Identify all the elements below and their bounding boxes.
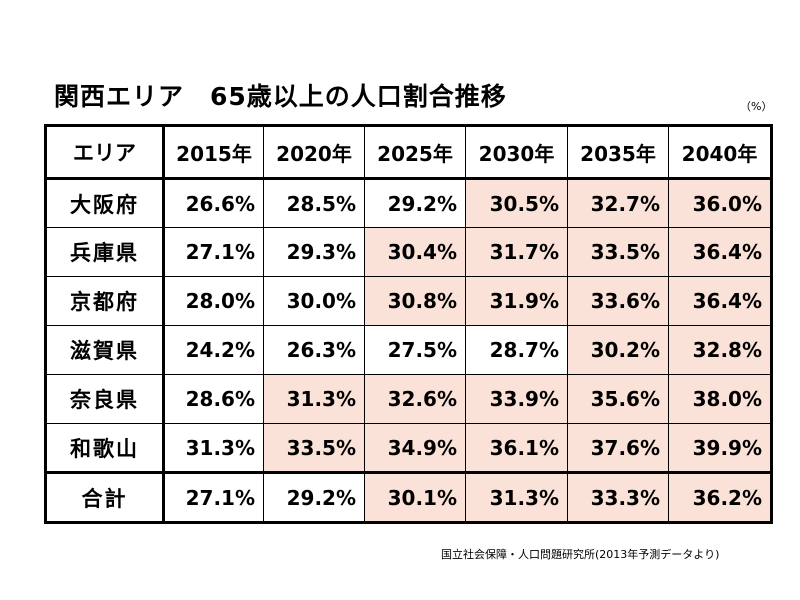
value-cell: 28.5% [263, 178, 365, 228]
value-cell: 29.2% [364, 178, 466, 228]
value-cell: 32.6% [364, 374, 466, 424]
header-area: エリア [45, 125, 165, 180]
value-cell: 37.6% [567, 423, 669, 473]
value-cell: 30.5% [465, 178, 568, 228]
value-cell: 38.0% [668, 374, 772, 424]
area-name-cell: 合計 [45, 471, 165, 523]
value-cell: 36.0% [668, 178, 772, 228]
chart-title: 関西エリア 65歳以上の人口割合推移 [54, 82, 507, 111]
value-cell: 28.7% [465, 325, 568, 375]
table-header-row: エリア 2015年 2020年 2025年 2030年 2035年 2040年 [45, 125, 772, 180]
header-year-2015: 2015年 [163, 125, 264, 180]
value-cell: 30.2% [567, 325, 669, 375]
value-cell: 31.3% [163, 423, 264, 473]
value-cell: 31.3% [263, 374, 365, 424]
value-cell: 33.5% [263, 423, 365, 473]
value-cell: 26.3% [263, 325, 365, 375]
value-cell: 31.3% [465, 471, 568, 523]
total-row: 合計 27.1% 29.2% 30.1% 31.3% 33.3% 36.2% [45, 471, 772, 523]
header-year-2035: 2035年 [567, 125, 669, 180]
value-cell: 30.4% [364, 227, 466, 277]
value-cell: 29.2% [263, 471, 365, 523]
value-cell: 36.4% [668, 276, 772, 326]
header-year-2030: 2030年 [465, 125, 568, 180]
value-cell: 31.9% [465, 276, 568, 326]
value-cell: 24.2% [163, 325, 264, 375]
area-name-cell: 和歌山 [45, 423, 165, 473]
area-name-cell: 大阪府 [45, 178, 165, 228]
header-year-2020: 2020年 [263, 125, 365, 180]
table-body: 大阪府 26.6% 28.5% 29.2% 30.5% 32.7% 36.0% 兵庫県 27.1… [45, 178, 772, 523]
value-cell: 28.0% [163, 276, 264, 326]
unit-label: （%） [740, 100, 773, 113]
table-row: 滋賀県 24.2% 26.3% 27.5% 28.7% 30.2% 32.8% [45, 325, 772, 375]
value-cell: 36.2% [668, 471, 772, 523]
value-cell: 36.1% [465, 423, 568, 473]
value-cell: 32.7% [567, 178, 669, 228]
header-year-2025: 2025年 [364, 125, 466, 180]
value-cell: 27.1% [163, 471, 264, 523]
table-row: 大阪府 26.6% 28.5% 29.2% 30.5% 32.7% 36.0% [45, 178, 772, 228]
table-row: 京都府 28.0% 30.0% 30.8% 31.9% 33.6% 36.4% [45, 276, 772, 326]
value-cell: 34.9% [364, 423, 466, 473]
source-note: 国立社会保障・人口問題研究所(2013年予測データより) [441, 548, 720, 561]
value-cell: 33.9% [465, 374, 568, 424]
value-cell: 27.5% [364, 325, 466, 375]
value-cell: 33.3% [567, 471, 669, 523]
area-name-cell: 京都府 [45, 276, 165, 326]
header-year-2040: 2040年 [668, 125, 772, 180]
value-cell: 30.8% [364, 276, 466, 326]
value-cell: 29.3% [263, 227, 365, 277]
value-cell: 30.0% [263, 276, 365, 326]
value-cell: 26.6% [163, 178, 264, 228]
value-cell: 27.1% [163, 227, 264, 277]
table-row: 兵庫県 27.1% 29.3% 30.4% 31.7% 33.5% 36.4% [45, 227, 772, 277]
value-cell: 36.4% [668, 227, 772, 277]
area-name-cell: 兵庫県 [45, 227, 165, 277]
area-name-cell: 奈良県 [45, 374, 165, 424]
value-cell: 31.7% [465, 227, 568, 277]
value-cell: 32.8% [668, 325, 772, 375]
value-cell: 28.6% [163, 374, 264, 424]
table-row: 奈良県 28.6% 31.3% 32.6% 33.9% 35.6% 38.0% [45, 374, 772, 424]
table-row: 和歌山 31.3% 33.5% 34.9% 36.1% 37.6% 39.9% [45, 423, 772, 473]
value-cell: 33.6% [567, 276, 669, 326]
value-cell: 30.1% [364, 471, 466, 523]
value-cell: 39.9% [668, 423, 772, 473]
value-cell: 33.5% [567, 227, 669, 277]
value-cell: 35.6% [567, 374, 669, 424]
population-ratio-table: エリア 2015年 2020年 2025年 2030年 2035年 2040年 … [44, 124, 773, 524]
area-name-cell: 滋賀県 [45, 325, 165, 375]
